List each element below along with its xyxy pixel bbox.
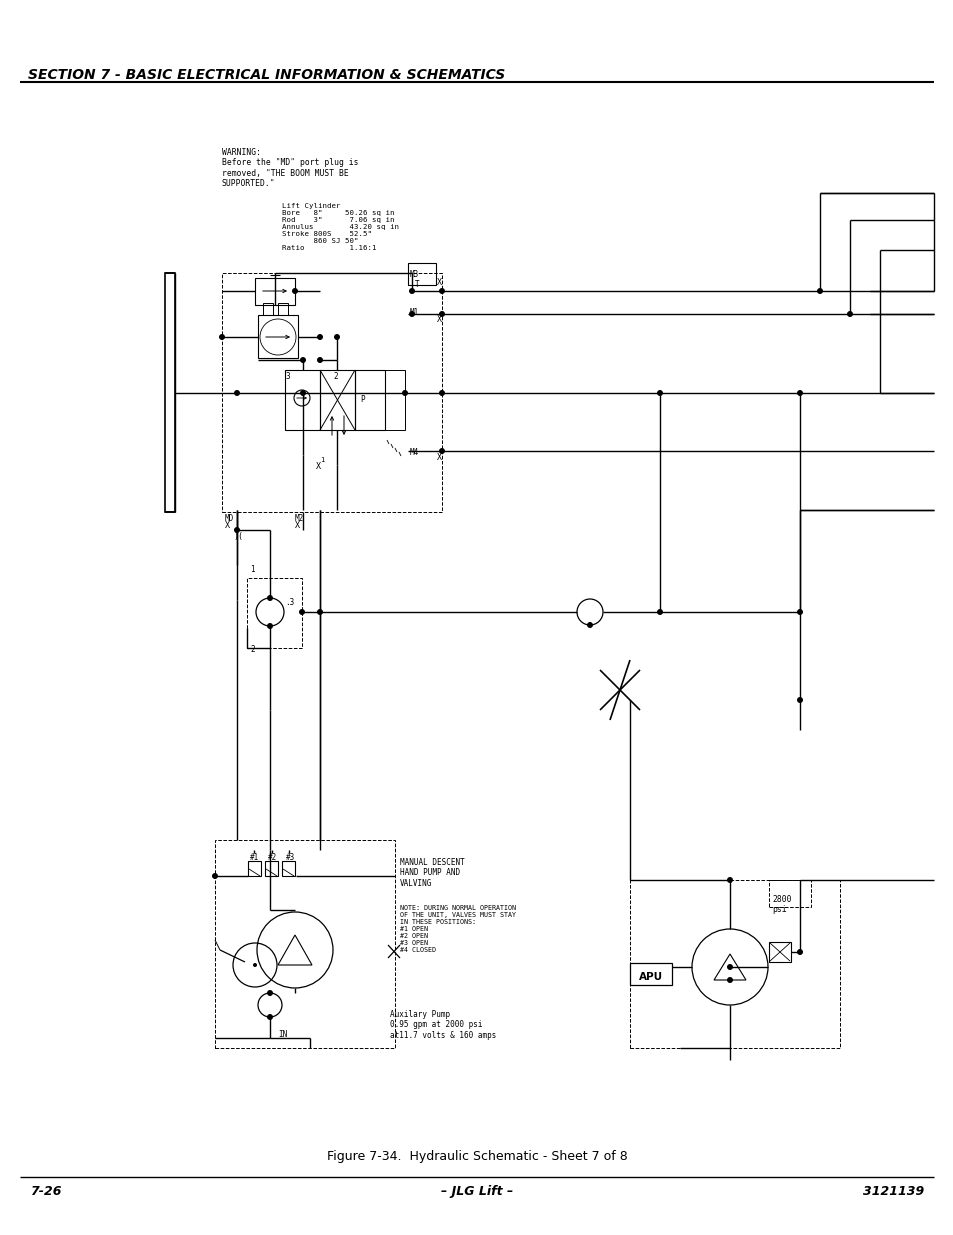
Text: Auxilary Pump
0.95 gpm at 2000 psi
at11.7 volts & 160 amps: Auxilary Pump 0.95 gpm at 2000 psi at11.… bbox=[390, 1010, 496, 1040]
Circle shape bbox=[334, 333, 339, 340]
Text: M3: M3 bbox=[410, 270, 418, 279]
Circle shape bbox=[409, 288, 415, 294]
Circle shape bbox=[316, 333, 323, 340]
Text: X: X bbox=[225, 521, 230, 530]
Bar bbox=[263, 303, 273, 315]
Text: 3121139: 3121139 bbox=[862, 1186, 923, 1198]
Text: P: P bbox=[359, 395, 364, 404]
Bar bbox=[265, 861, 277, 876]
Bar bbox=[214, 840, 395, 1049]
Text: #2: #2 bbox=[268, 853, 277, 862]
Text: Lift Cylinder
Bore   8"     50.26 sq in
Rod    3"      7.06 sq in
Annulus       : Lift Cylinder Bore 8" 50.26 sq in Rod 3"… bbox=[282, 203, 398, 251]
Bar bbox=[768, 942, 790, 962]
Circle shape bbox=[796, 697, 802, 703]
Circle shape bbox=[726, 977, 732, 983]
Text: X: X bbox=[436, 453, 441, 462]
Text: #1: #1 bbox=[250, 853, 259, 862]
Circle shape bbox=[219, 333, 225, 340]
Circle shape bbox=[438, 288, 444, 294]
Circle shape bbox=[816, 288, 822, 294]
Bar bbox=[248, 861, 261, 876]
Circle shape bbox=[726, 965, 732, 969]
Circle shape bbox=[657, 609, 662, 615]
Text: 3: 3 bbox=[286, 372, 291, 382]
Text: M2: M2 bbox=[294, 514, 304, 522]
Bar bbox=[222, 273, 441, 513]
Text: 2: 2 bbox=[250, 645, 254, 655]
Circle shape bbox=[233, 390, 240, 396]
Circle shape bbox=[438, 448, 444, 454]
Bar bbox=[768, 881, 810, 906]
Text: – JLG Lift –: – JLG Lift – bbox=[440, 1186, 513, 1198]
Circle shape bbox=[267, 990, 273, 995]
Text: MD: MD bbox=[225, 514, 234, 522]
Circle shape bbox=[586, 622, 593, 629]
Circle shape bbox=[299, 357, 306, 363]
Circle shape bbox=[657, 390, 662, 396]
Circle shape bbox=[438, 390, 444, 396]
Circle shape bbox=[726, 877, 732, 883]
Bar bbox=[285, 370, 319, 430]
Text: MANUAL DESCENT
HAND PUMP AND
VALVING: MANUAL DESCENT HAND PUMP AND VALVING bbox=[399, 858, 464, 888]
Circle shape bbox=[796, 948, 802, 955]
Circle shape bbox=[212, 873, 218, 879]
Circle shape bbox=[298, 609, 305, 615]
Bar bbox=[408, 263, 436, 285]
Text: 2800
psi: 2800 psi bbox=[771, 895, 791, 914]
Circle shape bbox=[267, 1014, 273, 1020]
Text: .3: .3 bbox=[285, 598, 294, 606]
Bar bbox=[277, 303, 288, 315]
Bar bbox=[254, 278, 294, 305]
Circle shape bbox=[796, 609, 802, 615]
Circle shape bbox=[316, 357, 323, 363]
Text: IN: IN bbox=[277, 1030, 287, 1039]
Circle shape bbox=[267, 622, 273, 629]
Bar bbox=[165, 273, 174, 513]
Circle shape bbox=[253, 963, 256, 967]
Bar bbox=[247, 578, 302, 648]
Text: APU: APU bbox=[639, 972, 662, 982]
Text: M1: M1 bbox=[410, 308, 418, 317]
Bar bbox=[385, 370, 405, 430]
Bar bbox=[408, 303, 436, 320]
Bar bbox=[319, 370, 355, 430]
Circle shape bbox=[299, 390, 306, 396]
Text: X: X bbox=[315, 462, 320, 471]
Text: #3: #3 bbox=[286, 853, 294, 862]
Circle shape bbox=[438, 311, 444, 317]
Text: SECTION 7 - BASIC ELECTRICAL INFORMATION & SCHEMATICS: SECTION 7 - BASIC ELECTRICAL INFORMATION… bbox=[28, 68, 505, 82]
Bar bbox=[629, 881, 840, 1049]
Bar bbox=[355, 370, 385, 430]
Text: 2: 2 bbox=[333, 372, 337, 382]
Text: M4: M4 bbox=[410, 448, 418, 457]
Text: X: X bbox=[436, 315, 441, 324]
Circle shape bbox=[796, 390, 802, 396]
Text: X: X bbox=[294, 521, 299, 530]
Text: NOTE: DURING NORMAL OPERATION
OF THE UNIT, VALVES MUST STAY
IN THESE POSITIONS:
: NOTE: DURING NORMAL OPERATION OF THE UNI… bbox=[399, 905, 516, 953]
Text: 1: 1 bbox=[319, 457, 324, 463]
Text: T: T bbox=[415, 280, 419, 289]
Text: WARNING:
Before the "MD" port plug is
removed, "THE BOOM MUST BE
SUPPORTED.": WARNING: Before the "MD" port plug is re… bbox=[222, 148, 358, 188]
Circle shape bbox=[316, 609, 323, 615]
Bar bbox=[257, 315, 297, 358]
Text: 1: 1 bbox=[250, 564, 254, 574]
Circle shape bbox=[409, 311, 415, 317]
Text: X: X bbox=[436, 278, 441, 287]
Circle shape bbox=[846, 311, 852, 317]
Text: )(: )( bbox=[233, 532, 244, 541]
Text: Figure 7-34.  Hydraulic Schematic - Sheet 7 of 8: Figure 7-34. Hydraulic Schematic - Sheet… bbox=[326, 1150, 627, 1163]
Bar bbox=[629, 963, 671, 986]
Bar bbox=[282, 861, 294, 876]
Circle shape bbox=[292, 288, 297, 294]
Circle shape bbox=[401, 390, 408, 396]
Circle shape bbox=[267, 595, 273, 601]
Circle shape bbox=[233, 527, 240, 534]
Text: 7-26: 7-26 bbox=[30, 1186, 61, 1198]
